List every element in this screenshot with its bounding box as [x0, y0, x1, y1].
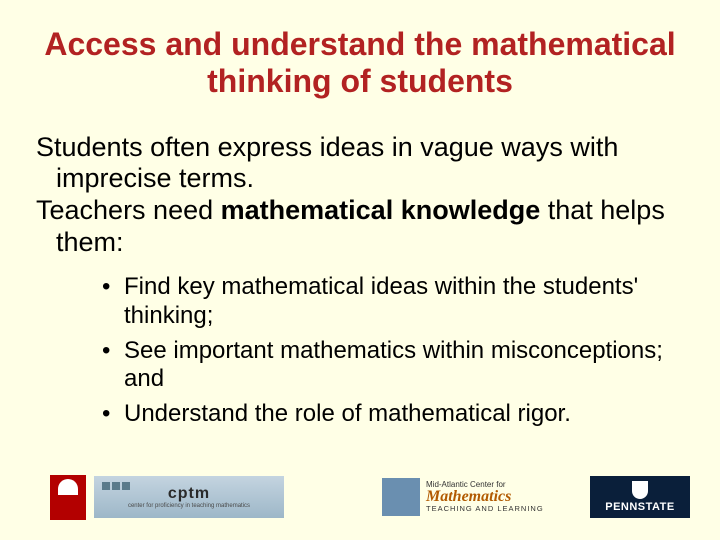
para2-pre: Teachers need	[36, 195, 221, 225]
bullet-text: Understand the role of mathematical rigo…	[124, 400, 571, 429]
bullet-text: See important mathematics within misconc…	[124, 337, 690, 395]
pennstate-logo: PENNSTATE	[590, 476, 690, 518]
bullet-list: • Find key mathematical ideas within the…	[102, 273, 690, 429]
pennstate-shield-icon	[632, 481, 648, 499]
logo-row: cptm center for proficiency in teaching …	[50, 472, 690, 522]
cptm-sub: center for proficiency in teaching mathe…	[128, 503, 250, 509]
bullet-dot-icon: •	[102, 273, 114, 331]
math-line2: Mathematics	[426, 489, 511, 505]
cptm-shapes-icon	[102, 482, 130, 490]
math-line3: TEACHING AND LEARNING	[426, 505, 544, 513]
bullet-text: Find key mathematical ideas within the s…	[124, 273, 690, 331]
paragraph-1: Students often express ideas in vague wa…	[36, 132, 690, 196]
body-text: Students often express ideas in vague wa…	[36, 132, 690, 259]
bullet-dot-icon: •	[102, 400, 114, 429]
bullet-item: • See important mathematics within misco…	[102, 337, 690, 395]
midatlantic-logo: Mid-Atlantic Center for Mathematics TEAC…	[382, 476, 582, 518]
cptm-main: cptm	[168, 485, 210, 503]
uga-arch-icon	[58, 479, 78, 495]
bullet-dot-icon: •	[102, 337, 114, 395]
bullet-item: • Understand the role of mathematical ri…	[102, 400, 690, 429]
cptm-logo: cptm center for proficiency in teaching …	[94, 476, 284, 518]
uga-logo	[50, 475, 86, 520]
paragraph-2: Teachers need mathematical knowledge tha…	[36, 195, 690, 259]
midatlantic-icon	[382, 478, 420, 516]
para2-bold: mathematical knowledge	[221, 195, 541, 225]
pennstate-text: PENNSTATE	[605, 501, 675, 513]
bullet-item: • Find key mathematical ideas within the…	[102, 273, 690, 331]
slide-title: Access and understand the mathematical t…	[30, 26, 690, 100]
